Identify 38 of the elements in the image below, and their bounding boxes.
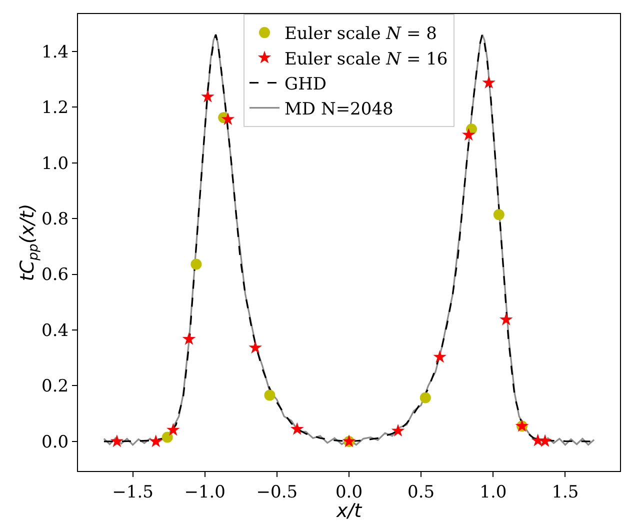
- point: [462, 128, 476, 141]
- x-tick-label: 0.0: [335, 482, 363, 502]
- y-tick-label: 0.0: [42, 432, 69, 452]
- x-tick-label: 1.0: [480, 482, 507, 502]
- legend-label: GHD: [284, 74, 327, 94]
- point: [482, 76, 496, 88]
- point: [149, 434, 162, 448]
- y-tick-label: 1.0: [42, 154, 69, 174]
- point: [190, 258, 202, 270]
- point: [110, 434, 124, 448]
- y-tick-label: 0.4: [42, 320, 69, 341]
- x-tick-label: −0.5: [256, 482, 298, 502]
- point: [248, 340, 262, 354]
- y-tick-label: 0.2: [42, 376, 69, 397]
- x-tick-label: 1.5: [552, 482, 579, 502]
- point: [166, 423, 180, 436]
- point: [201, 90, 214, 102]
- point: [290, 422, 304, 435]
- point: [162, 432, 173, 443]
- point: [221, 112, 235, 125]
- x-axis-title: x/t: [335, 500, 364, 522]
- legend-label: MD N=2048: [284, 99, 394, 120]
- point: [264, 390, 276, 401]
- point: [391, 424, 405, 437]
- y-tick-label: 0.8: [42, 209, 69, 230]
- y-tick-label: 1.4: [42, 42, 69, 62]
- legend-label: Euler scale N = 8: [284, 24, 437, 44]
- x-tick-label: −1.0: [184, 482, 226, 502]
- x-tick-label: −1.5: [112, 482, 154, 502]
- point: [433, 350, 446, 363]
- legend-label: Euler scale N = 16: [284, 49, 448, 70]
- point: [493, 209, 504, 220]
- y-tick-label: 0.6: [42, 265, 69, 286]
- point: [420, 392, 431, 404]
- y-tick-label: 1.2: [42, 98, 69, 118]
- point: [499, 312, 513, 326]
- point: [182, 332, 196, 345]
- x-tick-label: 0.5: [408, 482, 435, 502]
